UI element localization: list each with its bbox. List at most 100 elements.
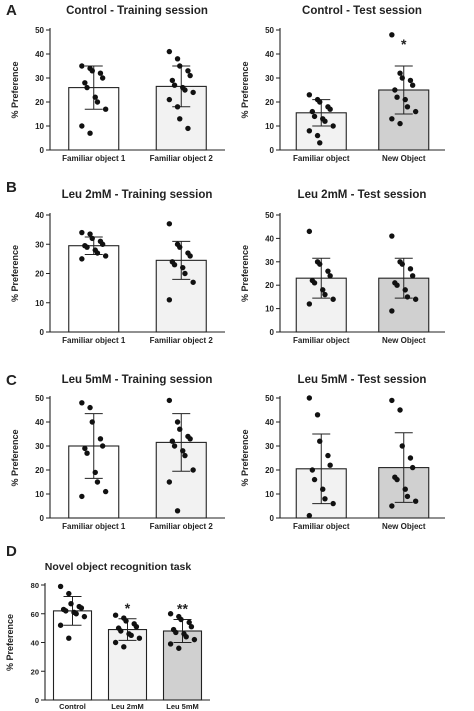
x-tick-label: Familiar object 2 — [150, 154, 214, 163]
data-point — [314, 412, 321, 418]
data-point — [102, 106, 109, 112]
data-point — [121, 644, 127, 650]
data-point — [79, 123, 85, 129]
data-point — [407, 266, 414, 272]
data-point — [112, 639, 119, 646]
data-point — [317, 99, 323, 105]
chart-title: Control - Test session — [302, 5, 422, 17]
chart-title: Leu 2mM - Test session — [298, 189, 427, 201]
x-tick-label: New Object — [382, 154, 426, 163]
data-point — [171, 82, 178, 88]
chart-novel-object: Novel object recognition task % Preferenc… — [5, 561, 210, 711]
y-axis-label: % Preference — [5, 614, 15, 671]
x-tick-label: Control — [59, 702, 86, 711]
data-point — [322, 496, 328, 502]
y-tick-label: 30 — [35, 240, 44, 249]
panel-letter-b: B — [6, 179, 17, 196]
data-point — [128, 632, 134, 639]
chart-control-training: Control - Training session % Preference 0 1… — [10, 5, 225, 163]
y-tick-label: 40 — [265, 234, 274, 243]
data-point — [174, 508, 181, 514]
y-axis-label: % Preference — [10, 245, 20, 302]
data-point — [306, 395, 313, 401]
data-point — [63, 608, 69, 614]
data-point — [79, 493, 85, 500]
data-point — [306, 128, 313, 134]
data-point — [68, 600, 74, 607]
data-point — [186, 619, 192, 626]
data-point — [166, 48, 173, 55]
y-axis-label: % Preference — [240, 245, 250, 302]
data-point — [317, 261, 323, 267]
x-tick-label: New Object — [382, 336, 426, 345]
y-tick-label: 40 — [35, 211, 44, 220]
data-point — [187, 72, 193, 79]
data-point — [407, 455, 414, 461]
y-axis-label: % Preference — [10, 61, 20, 118]
y-tick-label: 20 — [265, 281, 274, 290]
data-point — [389, 503, 395, 509]
data-point — [306, 512, 313, 519]
y-tick-label: 50 — [265, 26, 274, 35]
data-point — [167, 611, 174, 617]
significance-marker: ** — [177, 601, 188, 617]
x-tick-label: Leu 5mM — [166, 702, 199, 711]
data-point — [87, 130, 93, 136]
data-point — [325, 268, 331, 274]
data-point — [79, 400, 85, 406]
data-point — [84, 450, 90, 456]
y-tick-label: 30 — [35, 74, 44, 83]
panel-letter-d: D — [6, 543, 17, 560]
y-tick-label: 10 — [265, 122, 274, 131]
data-point — [94, 479, 101, 485]
data-point — [404, 493, 411, 500]
data-point — [311, 113, 318, 120]
data-point — [177, 426, 183, 432]
x-tick-label: Familiar object — [293, 154, 350, 163]
data-point — [174, 104, 181, 110]
data-point — [314, 132, 321, 139]
y-tick-label: 40 — [265, 50, 274, 59]
data-point — [190, 89, 196, 96]
data-point — [409, 273, 416, 279]
data-point — [185, 68, 191, 74]
y-tick-label: 60 — [31, 610, 39, 619]
data-point — [191, 636, 198, 643]
data-point — [99, 241, 106, 247]
data-point — [306, 92, 313, 98]
chart-title: Leu 5mM - Test session — [298, 374, 427, 386]
y-axis-label: % Preference — [240, 429, 250, 486]
data-point — [97, 70, 104, 76]
data-point — [399, 75, 405, 81]
y-tick-label: 10 — [265, 305, 274, 314]
data-point — [79, 256, 85, 262]
data-point — [182, 87, 188, 93]
y-tick-label: 20 — [265, 466, 274, 475]
y-tick-label: 10 — [35, 122, 44, 131]
data-point — [322, 291, 328, 298]
y-tick-label: 20 — [265, 98, 274, 107]
y-tick-label: 10 — [265, 490, 274, 499]
data-point — [311, 280, 318, 286]
y-tick-label: 30 — [265, 74, 274, 83]
data-point — [187, 436, 193, 442]
data-point — [174, 56, 181, 62]
y-tick-label: 10 — [35, 299, 44, 308]
data-point — [182, 452, 188, 459]
data-point — [177, 244, 183, 250]
data-point — [81, 613, 88, 620]
data-point — [182, 270, 188, 277]
chart-title: Novel object recognition task — [45, 561, 192, 573]
data-point — [327, 273, 333, 279]
y-tick-label: 50 — [35, 26, 44, 35]
data-point — [188, 623, 195, 630]
data-point — [190, 467, 196, 473]
data-point — [309, 467, 316, 473]
data-point — [133, 623, 140, 630]
data-point — [102, 253, 109, 259]
data-point — [409, 82, 416, 88]
data-point — [84, 244, 90, 250]
panel-letter-a: A — [6, 2, 17, 19]
data-point — [330, 123, 336, 129]
data-point — [66, 635, 72, 641]
